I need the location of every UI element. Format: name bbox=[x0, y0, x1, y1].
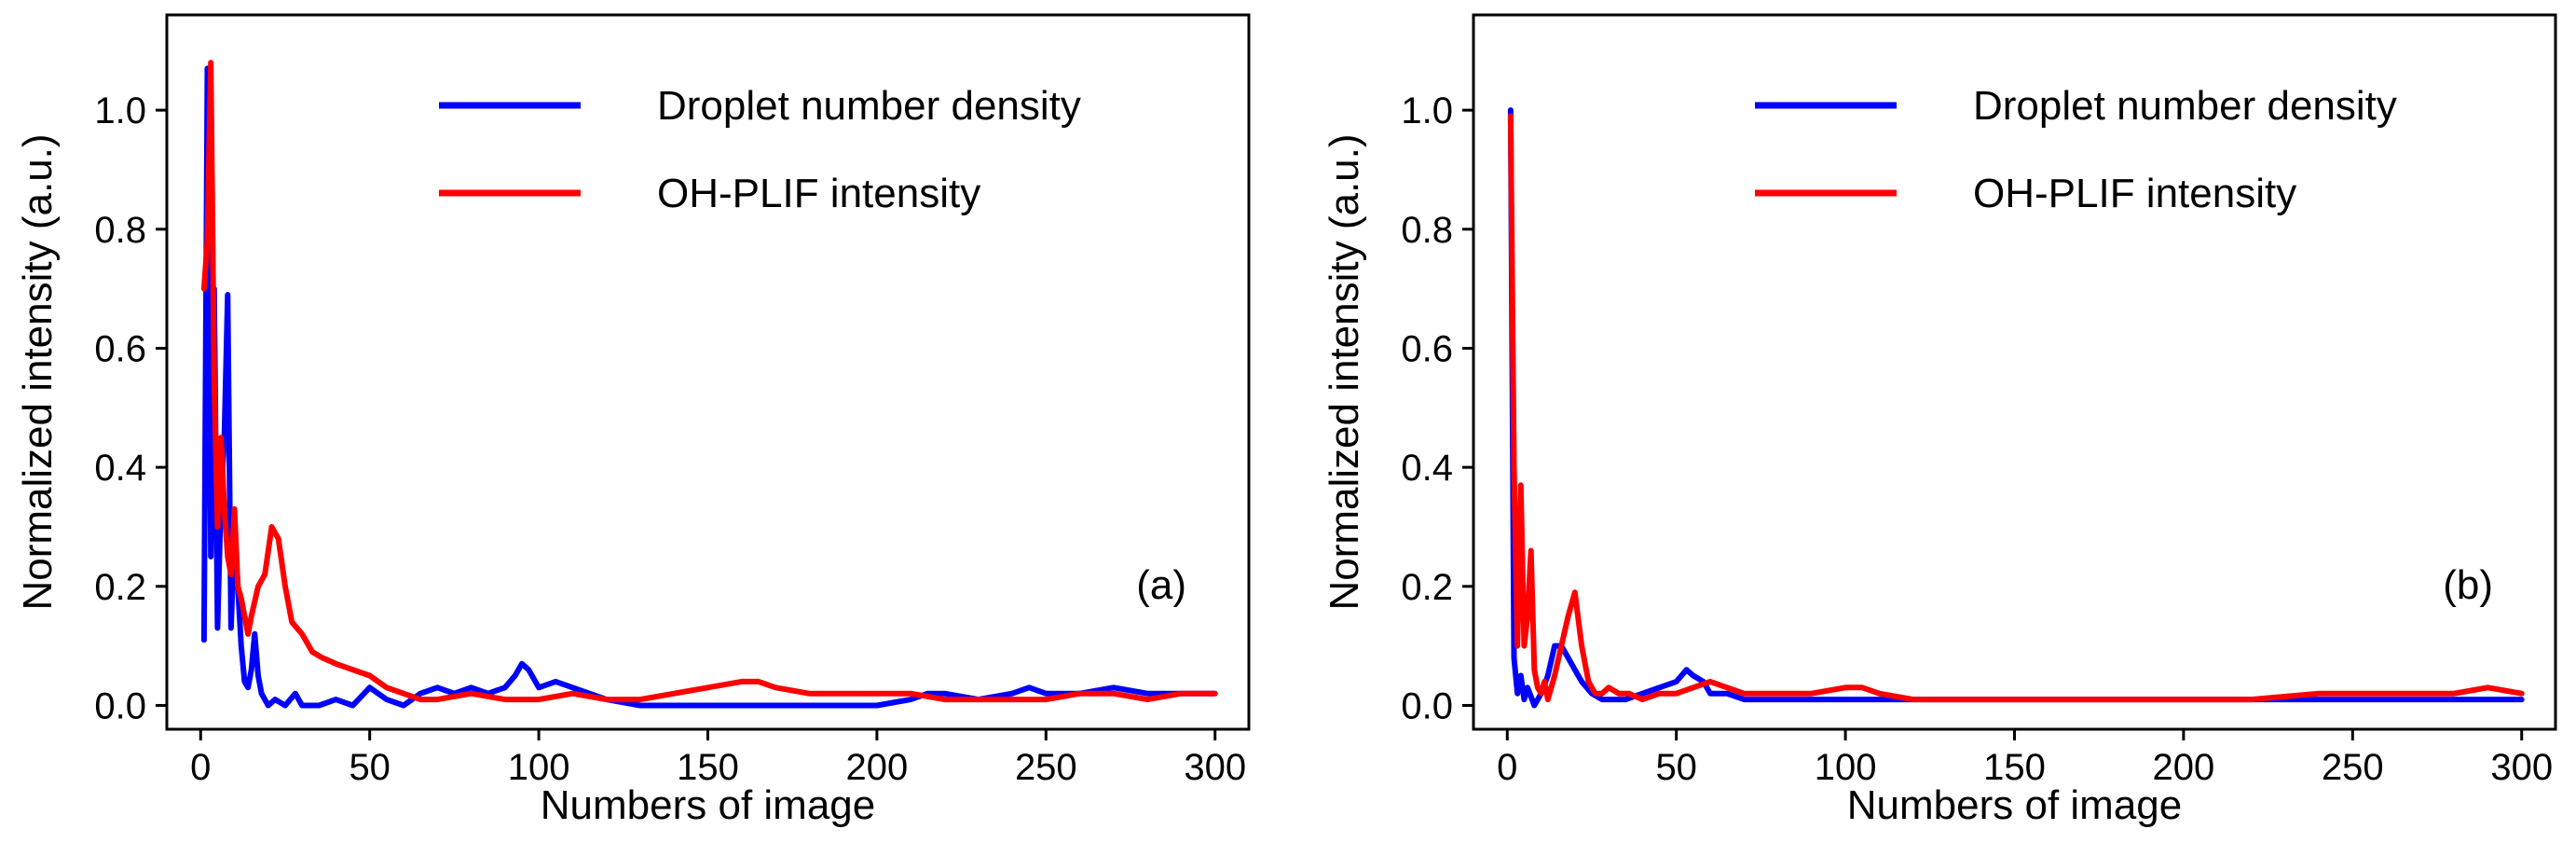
y-tick-label: 0.8 bbox=[1401, 210, 1453, 251]
y-tick-label: 0.0 bbox=[1401, 685, 1453, 726]
x-tick-label: 150 bbox=[677, 747, 739, 788]
y-tick-label: 0.0 bbox=[94, 685, 146, 726]
y-tick-label: 0.2 bbox=[1401, 567, 1453, 608]
panel-label: (a) bbox=[1136, 562, 1186, 608]
x-tick-label: 300 bbox=[2490, 747, 2553, 788]
x-tick-label: 250 bbox=[1015, 747, 1077, 788]
x-tick-label: 200 bbox=[2153, 747, 2215, 788]
y-tick-label: 0.8 bbox=[94, 210, 146, 251]
series-line-oh-plif-intensity bbox=[200, 60, 1218, 703]
x-tick-label: 50 bbox=[1655, 747, 1697, 788]
x-tick-label: 100 bbox=[1815, 747, 1877, 788]
panel-label: (b) bbox=[2443, 562, 2493, 608]
y-tick-label: 1.0 bbox=[94, 90, 146, 131]
y-axis-title: Normalized intensity (a.u.) bbox=[1322, 133, 1367, 610]
chart-panel-a: 0 50 100 150 200 250 300 0.0 0.2 0.4 0.6 0.8 1.0 Numb… bbox=[15, 13, 1251, 828]
x-tick-label: 200 bbox=[846, 747, 909, 788]
x-tick-label: 150 bbox=[1983, 747, 2046, 788]
y-tick-label: 0.4 bbox=[94, 448, 146, 489]
y-axis-title: Normalized intensity (a.u.) bbox=[15, 133, 61, 610]
x-tick-label: 0 bbox=[190, 747, 211, 788]
chart-panel-b: 0 50 100 150 200 250 300 0.0 0.2 0.4 0.6 0.8 1.0 Numb… bbox=[1322, 13, 2557, 828]
x-axis-title: Numbers of image bbox=[541, 782, 875, 828]
x-tick-label: 100 bbox=[508, 747, 570, 788]
legend-label: Droplet number density bbox=[657, 83, 1081, 129]
series-line-droplet-number-density bbox=[200, 65, 1218, 709]
x-tick-label: 300 bbox=[1184, 747, 1246, 788]
y-tick-label: 0.6 bbox=[1401, 328, 1453, 369]
x-tick-label: 250 bbox=[2322, 747, 2384, 788]
x-axis-title: Numbers of image bbox=[1847, 782, 2182, 828]
y-tick-label: 0.2 bbox=[94, 567, 146, 608]
legend-label: Droplet number density bbox=[1973, 83, 2397, 129]
series-line-oh-plif-intensity bbox=[1507, 113, 2525, 703]
x-tick-label: 50 bbox=[349, 747, 391, 788]
legend-label: OH-PLIF intensity bbox=[657, 171, 980, 216]
legend-label: OH-PLIF intensity bbox=[1973, 171, 2296, 216]
y-tick-label: 0.4 bbox=[1401, 448, 1453, 489]
x-tick-label: 0 bbox=[1497, 747, 1517, 788]
y-tick-label: 0.6 bbox=[94, 328, 146, 369]
y-tick-label: 1.0 bbox=[1401, 90, 1453, 131]
